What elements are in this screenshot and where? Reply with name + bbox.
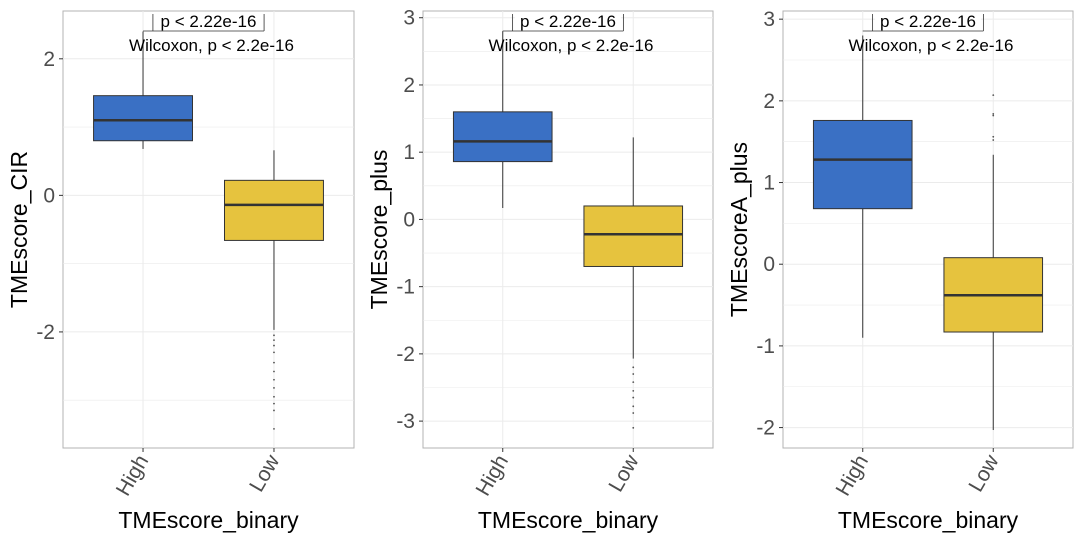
outlier-point bbox=[273, 351, 275, 354]
x-tick-label-low: Low bbox=[604, 450, 644, 496]
x-tick-label-high: High bbox=[112, 451, 154, 500]
annotation-backing bbox=[875, 12, 981, 30]
y-tick-label: -2 bbox=[36, 321, 55, 344]
bracket-ticks bbox=[512, 14, 624, 31]
wilcoxon-label: Wilcoxon, p < 2.2e-16 bbox=[129, 36, 294, 55]
x-axis-title: TMEscore_binary bbox=[118, 507, 299, 533]
outlier-point bbox=[273, 334, 275, 337]
annotation-backing bbox=[155, 12, 262, 30]
iqr-box bbox=[452, 111, 553, 163]
x-tick-label-high: High bbox=[832, 451, 874, 500]
outlier-point bbox=[992, 139, 995, 141]
outlier-point bbox=[992, 113, 995, 115]
outlier-point bbox=[992, 114, 995, 117]
y-tick-label: 2 bbox=[763, 90, 775, 113]
x-axis-title: TMEscore_binary bbox=[478, 507, 659, 533]
p-value-label: p < 2.22e-16 bbox=[520, 12, 616, 31]
y-tick-label: -1 bbox=[396, 276, 415, 299]
box-low bbox=[943, 94, 1044, 431]
panel-background bbox=[782, 10, 1074, 449]
outlier-point bbox=[273, 427, 275, 430]
y-tick-label: -3 bbox=[396, 410, 415, 433]
y-tick-label: -1 bbox=[756, 335, 775, 358]
outlier-point bbox=[632, 405, 635, 408]
outlier-point bbox=[632, 426, 635, 429]
bracket-ticks bbox=[152, 14, 265, 31]
box-high bbox=[452, 31, 553, 208]
y-tick-label: 2 bbox=[43, 48, 55, 71]
outlier-point bbox=[632, 366, 635, 369]
iqr-box bbox=[93, 95, 193, 142]
panel-3: -2 -1 0 1 2 3 TMEscoreA_plus High Low TMEscore_bi… bbox=[726, 8, 1074, 533]
panel-2: -3 -2 -1 0 1 2 3 TMEscore_plus High Low TMEscore_b… bbox=[366, 7, 714, 533]
y-tick-label: 0 bbox=[403, 208, 415, 231]
y-tick-label: 3 bbox=[763, 8, 775, 31]
box-low bbox=[583, 137, 684, 429]
y-tick-label: 0 bbox=[43, 184, 55, 207]
significance-annotation: p < 2.22e-16 Wilcoxon, p < 2.2e-16 bbox=[489, 12, 654, 55]
p-value-label: p < 2.22e-16 bbox=[161, 12, 257, 31]
p-value-label: p < 2.22e-16 bbox=[880, 12, 976, 31]
outlier-point bbox=[273, 370, 275, 373]
y-tick-label: 1 bbox=[403, 141, 415, 164]
iqr-box bbox=[224, 179, 324, 241]
y-axis-title: TMEscoreA_plus bbox=[726, 142, 752, 317]
box-high bbox=[812, 35, 913, 338]
x-tick-label-high: High bbox=[472, 451, 514, 500]
panel-1: -2 0 2 TMEscore_CIR High Low TMEscore_binary p … bbox=[6, 10, 355, 533]
wilcoxon-label: Wilcoxon, p < 2.2e-16 bbox=[849, 36, 1014, 55]
y-axis-title: TMEscore_plus bbox=[366, 150, 392, 310]
iqr-box bbox=[812, 119, 913, 210]
outlier-point bbox=[632, 373, 635, 375]
y-tick-label: 1 bbox=[763, 172, 775, 195]
outlier-point bbox=[273, 387, 275, 389]
y-tick-label: 0 bbox=[763, 253, 775, 276]
annotation-backing bbox=[515, 12, 621, 30]
x-tick-label-low: Low bbox=[245, 450, 285, 496]
outlier-point bbox=[273, 395, 275, 398]
outlier-point bbox=[273, 361, 275, 364]
iqr-box bbox=[583, 205, 684, 267]
outlier-point bbox=[632, 381, 635, 384]
y-tick-label: 2 bbox=[403, 74, 415, 97]
box-high bbox=[93, 31, 193, 149]
y-tick-label: -2 bbox=[396, 343, 415, 366]
significance-annotation: p < 2.22e-16 Wilcoxon, p < 2.2e-16 bbox=[849, 12, 1014, 55]
outlier-point bbox=[632, 412, 635, 414]
bracket-ticks bbox=[872, 14, 984, 31]
outlier-point bbox=[992, 135, 995, 138]
outlier-point bbox=[632, 389, 635, 392]
outlier-point bbox=[273, 339, 275, 342]
outlier-point bbox=[632, 396, 635, 399]
outlier-point bbox=[273, 409, 275, 412]
y-tick-label: -2 bbox=[756, 417, 775, 440]
x-axis-title: TMEscore_binary bbox=[838, 507, 1019, 533]
outlier-point bbox=[273, 378, 275, 381]
box-low bbox=[224, 150, 324, 430]
outlier-point bbox=[273, 344, 275, 347]
outlier-point bbox=[992, 94, 995, 97]
x-tick-label-low: Low bbox=[964, 450, 1004, 496]
significance-annotation: p < 2.22e-16 Wilcoxon, p < 2.2e-16 bbox=[129, 12, 294, 55]
wilcoxon-label: Wilcoxon, p < 2.2e-16 bbox=[489, 36, 654, 55]
y-tick-label: 3 bbox=[403, 7, 415, 30]
outlier-point bbox=[273, 402, 275, 405]
y-axis-title: TMEscore_CIR bbox=[6, 151, 32, 308]
